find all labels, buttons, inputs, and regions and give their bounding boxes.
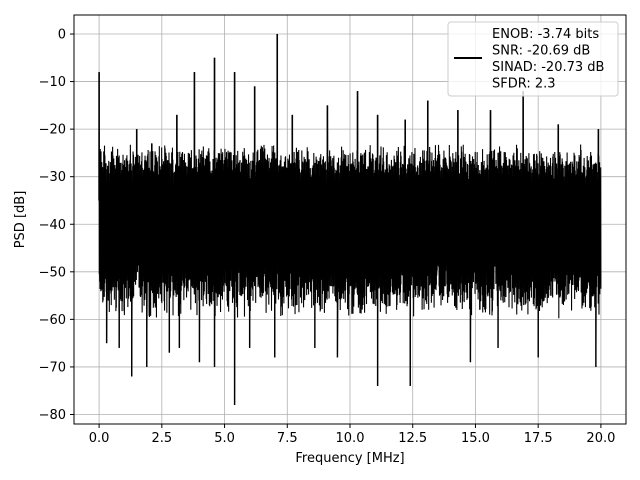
y-tick-label: −80 <box>39 408 66 423</box>
legend-box <box>447 21 619 97</box>
legend-text-snr: SNR: -20.69 dB <box>492 44 590 59</box>
psd-trace <box>98 34 602 405</box>
y-tick-label: −10 <box>39 75 66 90</box>
x-tick-label: 5.0 <box>214 431 235 446</box>
x-tick-label: 20.0 <box>586 431 615 446</box>
y-tick-label: −30 <box>39 170 66 185</box>
axis-ticks: 0.0 2.5 5.0 7.5 10.0 12.5 15.0 17.5 20.0 0 −10 −20 −… <box>39 28 616 446</box>
y-tick-label: 0 <box>58 28 66 43</box>
y-tick-label: −70 <box>39 360 66 375</box>
y-tick-label: −50 <box>39 265 66 280</box>
x-tick-label: 7.5 <box>277 431 298 446</box>
x-axis-label: Frequency [MHz] <box>295 451 404 466</box>
x-tick-label: 17.5 <box>524 431 553 446</box>
x-tick-label: 2.5 <box>151 431 172 446</box>
x-tick-label: 0.0 <box>89 431 110 446</box>
legend: ENOB: -3.74 bits SNR: -20.69 dB SINAD: -… <box>447 21 619 97</box>
legend-text-sinad: SINAD: -20.73 dB <box>492 60 604 75</box>
y-axis-label: PSD [dB] <box>13 191 28 249</box>
legend-text-sfdr: SFDR: 2.3 <box>492 77 556 92</box>
x-tick-label: 15.0 <box>461 431 490 446</box>
y-tick-label: −40 <box>39 218 66 233</box>
x-tick-label: 12.5 <box>398 431 427 446</box>
legend-text-enob: ENOB: -3.74 bits <box>492 27 599 42</box>
x-tick-label: 10.0 <box>336 431 365 446</box>
psd-trace-group <box>98 34 602 405</box>
y-tick-label: −60 <box>39 313 66 328</box>
y-tick-label: −20 <box>39 123 66 138</box>
